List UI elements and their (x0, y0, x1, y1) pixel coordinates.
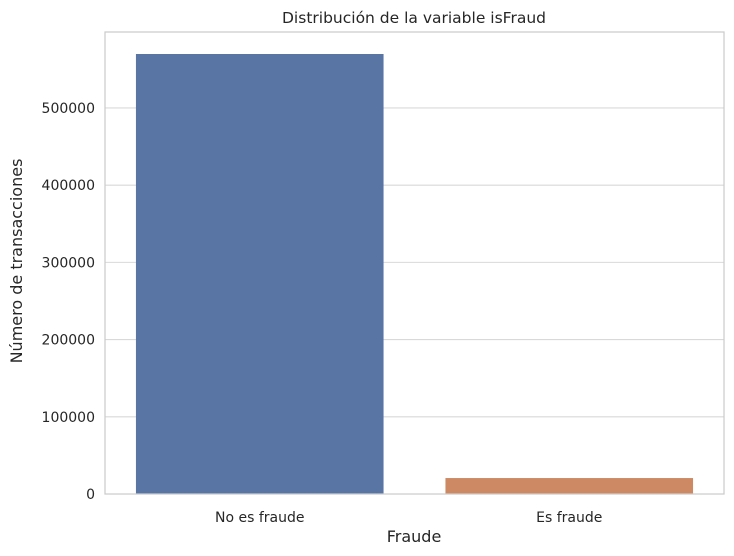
y-tick-label: 0 (86, 487, 95, 503)
plot-frame (104, 31, 725, 495)
x-axis-label: Fraude (387, 527, 442, 546)
x-tick-label: Es fraude (536, 510, 602, 526)
x-tick-label: No es fraude (215, 510, 304, 526)
y-tick-label: 200000 (42, 333, 95, 349)
y-axis-label: Número de transacciones (7, 159, 26, 364)
bar-no-es-fraude (135, 54, 384, 494)
bars (135, 54, 694, 494)
y-tick-labels: 0 100000 200000 300000 400000 500000 (42, 101, 95, 503)
y-tick-label: 300000 (42, 255, 95, 271)
bar-es-fraude (445, 478, 694, 494)
y-tick-label: 500000 (42, 101, 95, 117)
chart-title: Distribución de la variable isFraud (282, 9, 546, 27)
x-tick-labels: No es fraude Es fraude (215, 510, 602, 526)
y-tick-label: 400000 (42, 178, 95, 194)
y-tick-label: 100000 (42, 410, 95, 426)
